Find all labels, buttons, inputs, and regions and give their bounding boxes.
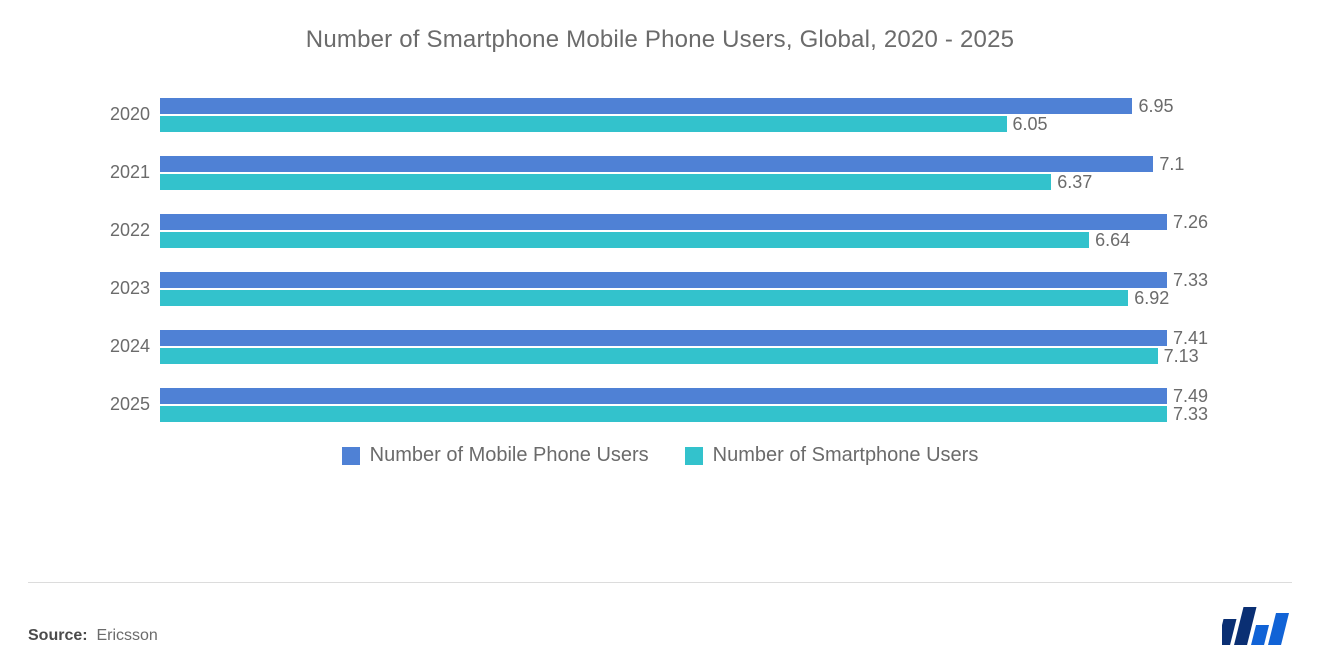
brand-logo xyxy=(1222,601,1292,645)
bar-line: 7.13 xyxy=(160,348,1208,364)
source-value: Ericsson xyxy=(96,627,157,644)
category-label: 2020 xyxy=(94,96,150,132)
bar-value-label: 7.26 xyxy=(1173,212,1208,233)
bar xyxy=(160,232,1089,248)
category-label: 2022 xyxy=(94,212,150,248)
bar-line: 6.64 xyxy=(160,232,1208,248)
bar-line: 6.37 xyxy=(160,174,1208,190)
legend-swatch xyxy=(342,447,360,465)
bar-value-label: 6.95 xyxy=(1138,96,1173,117)
bar xyxy=(160,116,1007,132)
bar-value-label: 7.33 xyxy=(1173,270,1208,291)
footer-divider xyxy=(28,582,1292,583)
legend-item: Number of Mobile Phone Users xyxy=(342,444,649,467)
bar-value-label: 7.1 xyxy=(1159,154,1184,175)
bar-value-label: 7.33 xyxy=(1173,404,1208,425)
bar-value-label: 7.13 xyxy=(1164,346,1199,367)
bar xyxy=(160,348,1158,364)
chart-row: 2024 7.417.13 xyxy=(94,328,1208,366)
chart-row: 2020 6.95 6.05 xyxy=(94,96,1208,134)
bar-line: 7.33 xyxy=(160,406,1208,422)
chart-row: 2021 7.1 6.37 xyxy=(94,154,1208,192)
bar-value-label: 6.05 xyxy=(1013,114,1048,135)
bar-value-label: 6.37 xyxy=(1057,172,1092,193)
bar-line: 6.92 xyxy=(160,290,1208,306)
bar-group: 7.336.92 xyxy=(160,270,1208,308)
legend-label: Number of Smartphone Users xyxy=(713,444,979,467)
bar-value-label: 6.64 xyxy=(1095,230,1130,251)
bar-line: 6.95 xyxy=(160,98,1208,114)
category-label: 2021 xyxy=(94,154,150,190)
chart-row: 2023 7.336.92 xyxy=(94,270,1208,308)
bar-value-label: 6.92 xyxy=(1134,288,1169,309)
bar-line: 6.05 xyxy=(160,116,1208,132)
category-label: 2023 xyxy=(94,270,150,306)
bar xyxy=(160,330,1167,346)
bar-group: 7.26 6.64 xyxy=(160,212,1208,250)
bar xyxy=(160,388,1167,404)
bar-group: 7.417.13 xyxy=(160,328,1208,366)
bar xyxy=(160,174,1051,190)
bar xyxy=(160,156,1153,172)
chart-title: Number of Smartphone Mobile Phone Users,… xyxy=(28,26,1292,54)
bar xyxy=(160,214,1167,230)
bar-group: 7.497.33 xyxy=(160,386,1208,424)
chart-row: 2025 7.497.33 xyxy=(94,386,1208,424)
bar xyxy=(160,290,1128,306)
chart-row: 2022 7.26 6.64 xyxy=(94,212,1208,250)
chart-legend: Number of Mobile Phone Users Number of Sm… xyxy=(28,444,1292,471)
source-label: Source: xyxy=(28,627,88,644)
chart-plot: 2020 6.95 6.05 2021 7.1 6.37 2022 7.26 6.64 2023 7… xyxy=(94,96,1208,424)
category-label: 2024 xyxy=(94,328,150,364)
bar-group: 7.1 6.37 xyxy=(160,154,1208,192)
bar xyxy=(160,272,1167,288)
bar xyxy=(160,406,1167,422)
category-label: 2025 xyxy=(94,386,150,422)
bar-line: 7.1 xyxy=(160,156,1208,172)
bar-line: 7.33 xyxy=(160,272,1208,288)
bar xyxy=(160,98,1132,114)
legend-label: Number of Mobile Phone Users xyxy=(370,444,649,467)
bar-line: 7.49 xyxy=(160,388,1208,404)
bar-line: 7.41 xyxy=(160,330,1208,346)
chart-source: Source: Ericsson xyxy=(28,627,158,645)
legend-item: Number of Smartphone Users xyxy=(685,444,979,467)
bar-line: 7.26 xyxy=(160,214,1208,230)
legend-swatch xyxy=(685,447,703,465)
bar-group: 6.95 6.05 xyxy=(160,96,1208,134)
